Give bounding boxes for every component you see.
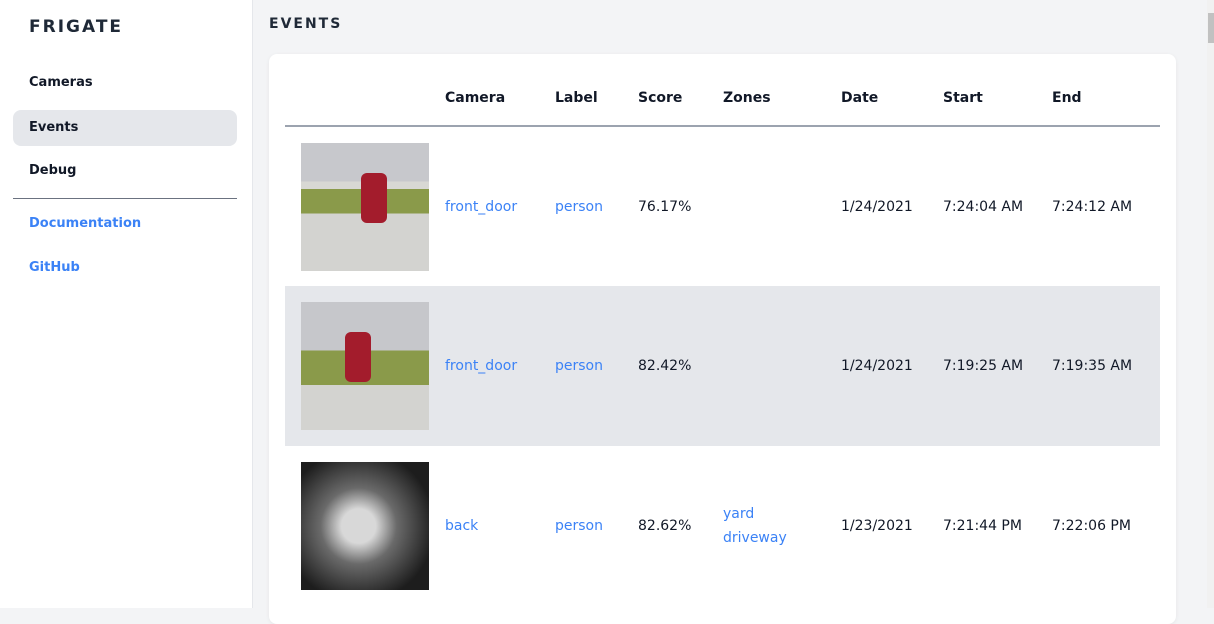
sidebar-item-events[interactable]: Events bbox=[13, 110, 237, 146]
zone-link[interactable]: yard bbox=[723, 506, 755, 522]
event-thumbnail[interactable] bbox=[301, 462, 429, 590]
start-time: 7:21:44 PM bbox=[943, 518, 1022, 534]
label-link[interactable]: person bbox=[555, 518, 603, 534]
zones: yard driveway bbox=[723, 446, 841, 606]
scrollbar[interactable] bbox=[1207, 0, 1214, 608]
camera-link[interactable]: front_door bbox=[445, 198, 518, 215]
page-title: EVENTS bbox=[269, 16, 343, 32]
sidebar-item-cameras[interactable]: Cameras bbox=[29, 75, 93, 90]
sidebar-item-debug[interactable]: Debug bbox=[29, 163, 77, 178]
sidebar-divider bbox=[13, 198, 237, 199]
brand-logo[interactable]: FRIGATE bbox=[29, 17, 124, 37]
table-row[interactable]: front_door person 76.17% 1/24/2021 7:24:… bbox=[285, 126, 1160, 286]
start-time: 7:19:25 AM bbox=[943, 286, 1052, 446]
zones bbox=[723, 126, 841, 286]
table-row[interactable]: front_door person 82.42% 1/24/2021 7:19:… bbox=[285, 286, 1160, 446]
sidebar-link-documentation[interactable]: Documentation bbox=[29, 216, 142, 231]
col-score: Score bbox=[638, 54, 723, 127]
scrollbar-thumb[interactable] bbox=[1208, 13, 1214, 43]
date: 1/23/2021 bbox=[841, 518, 913, 534]
events-card: Camera Label Score Zones Date Start End … bbox=[269, 54, 1176, 624]
event-thumbnail[interactable] bbox=[301, 302, 429, 430]
end-time: 7:22:06 PM bbox=[1052, 518, 1131, 534]
score: 76.17% bbox=[638, 198, 692, 215]
events-table: Camera Label Score Zones Date Start End … bbox=[285, 54, 1160, 606]
zones bbox=[723, 286, 841, 446]
col-thumbnail bbox=[285, 54, 445, 127]
label-link[interactable]: person bbox=[555, 358, 603, 374]
col-date: Date bbox=[841, 54, 943, 127]
camera-link[interactable]: front_door bbox=[445, 358, 518, 374]
sidebar-link-github[interactable]: GitHub bbox=[29, 260, 80, 275]
sidebar: FRIGATE Cameras Events Debug Documentati… bbox=[0, 0, 253, 608]
score: 82.62% bbox=[638, 518, 692, 534]
col-camera: Camera bbox=[445, 54, 555, 127]
table-header: Camera Label Score Zones Date Start End bbox=[285, 54, 1160, 127]
col-label: Label bbox=[555, 54, 638, 127]
col-end: End bbox=[1052, 54, 1160, 127]
col-start: Start bbox=[943, 54, 1052, 127]
date: 1/24/2021 bbox=[841, 286, 943, 446]
camera-link[interactable]: back bbox=[445, 518, 479, 534]
date: 1/24/2021 bbox=[841, 198, 913, 215]
end-time: 7:24:12 AM bbox=[1052, 198, 1133, 215]
event-thumbnail[interactable] bbox=[301, 142, 429, 271]
score: 82.42% bbox=[638, 286, 723, 446]
table-row[interactable]: back person 82.62% yard driveway 1/23/202… bbox=[285, 446, 1160, 606]
col-zones: Zones bbox=[723, 54, 841, 127]
start-time: 7:24:04 AM bbox=[943, 198, 1024, 215]
label-link[interactable]: person bbox=[555, 198, 603, 215]
end-time: 7:19:35 AM bbox=[1052, 286, 1160, 446]
zone-link[interactable]: driveway bbox=[723, 530, 787, 546]
